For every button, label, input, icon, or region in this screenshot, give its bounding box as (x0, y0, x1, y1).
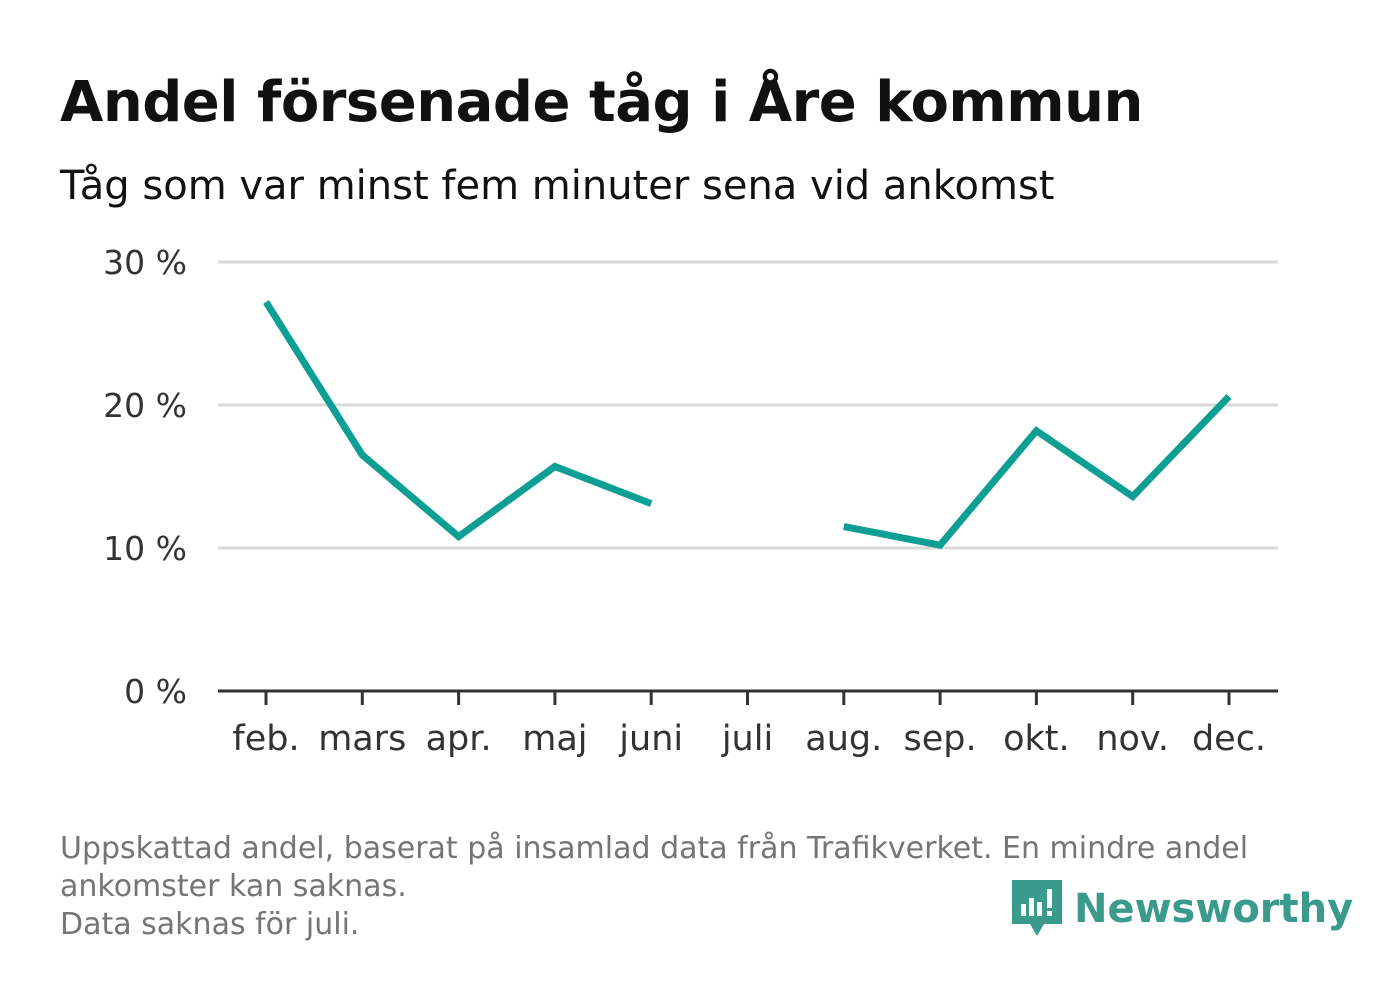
footnote-line: Data saknas för juli. (60, 907, 360, 942)
chart-subtitle: Tåg som var minst fem minuter sena vid a… (60, 163, 1055, 209)
y-tick-label: 20 % (103, 386, 187, 425)
x-tick-label: nov. (1096, 719, 1169, 759)
x-axis (218, 689, 1278, 705)
y-tick-label: 30 % (103, 243, 187, 282)
series-line (843, 393, 1232, 549)
x-tick-label: juli (721, 719, 773, 759)
x-tick-label: juni (618, 719, 683, 759)
x-tick-label: aug. (805, 719, 882, 759)
x-tick-label: apr. (426, 719, 492, 759)
x-tick-label: mars (318, 719, 406, 759)
x-tick-label: feb. (232, 719, 299, 759)
x-tick-label: maj (522, 719, 587, 759)
series-line (263, 300, 653, 542)
y-tick-label: 10 % (103, 529, 187, 568)
line-chart: 0 % 10 % 20 % 30 % feb. mars apr. maj juni juli a… (103, 243, 1278, 759)
gridlines (218, 260, 1278, 550)
x-tick-label: okt. (1003, 719, 1070, 759)
footnote: Uppskattad andel, baserat på insamlad da… (60, 830, 1320, 944)
x-tick-label: dec. (1192, 719, 1266, 759)
y-tick-label: 0 % (124, 672, 187, 711)
brand-name: Newsworthy (1074, 886, 1354, 932)
y-axis-labels: 0 % 10 % 20 % 30 % (103, 243, 187, 711)
x-axis-labels: feb. mars apr. maj juni juli aug. sep. okt. nov. d… (232, 719, 1266, 759)
footnote-line: ankomster kan saknas. (60, 869, 407, 904)
brand-logo: Newsworthy (1012, 880, 1353, 938)
x-tick-label: sep. (904, 719, 977, 759)
series-lines (263, 300, 1232, 549)
chart-title: Andel försenade tåg i Åre kommun (60, 70, 1143, 135)
newsworthy-logo-icon (1012, 880, 1062, 936)
footnote-line: Uppskattad andel, baserat på insamlad da… (60, 831, 1249, 866)
